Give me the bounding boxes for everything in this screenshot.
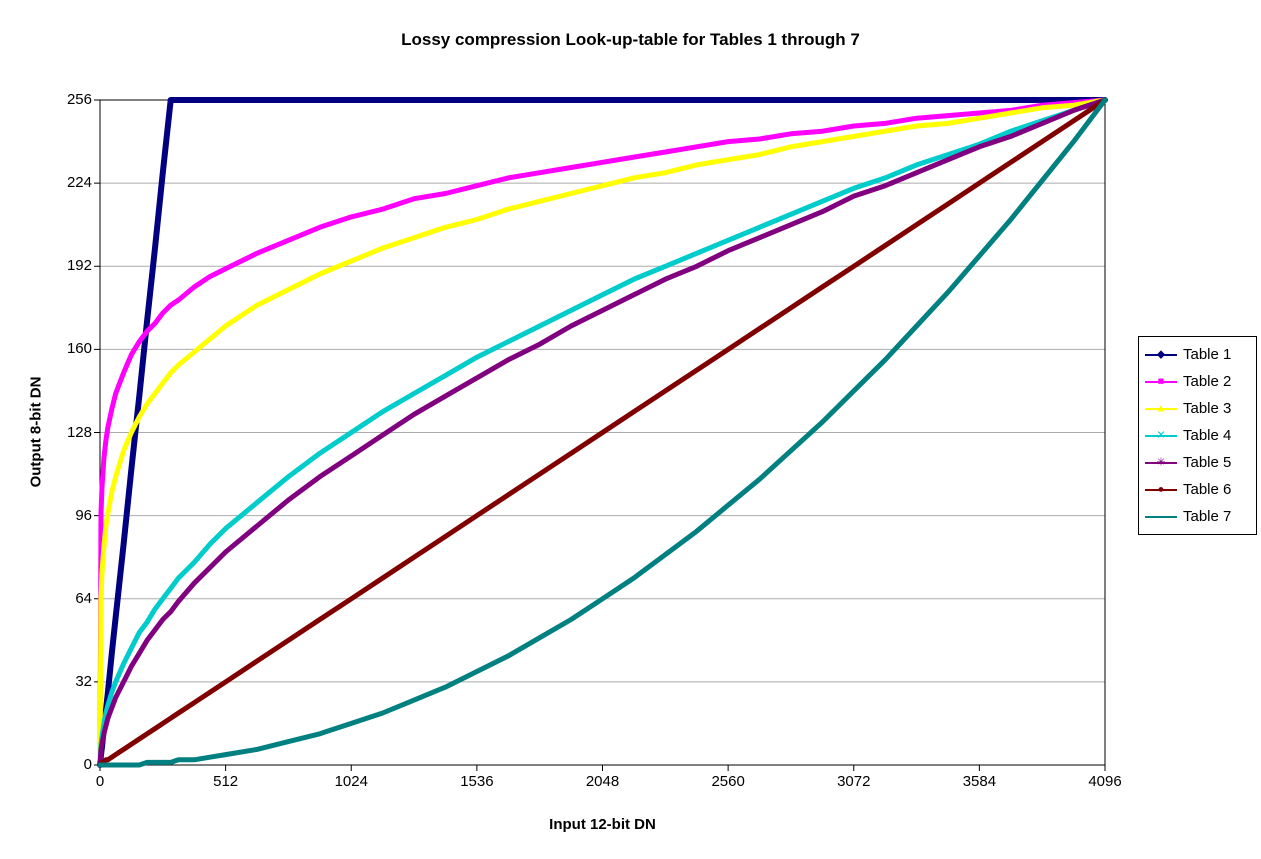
x-tick-label: 2048 <box>585 773 620 790</box>
legend: ◆ Table 1 ■ Table 2 ▲ Table 3 ✕ Table 4 ✳ Table 5… <box>1138 336 1257 535</box>
table-2-line-sample: ■ <box>1145 374 1177 390</box>
y-tick-label: 160 <box>66 340 92 358</box>
y-tick-label: 224 <box>66 174 92 192</box>
legend-item-table-3: ▲ Table 3 <box>1139 395 1256 422</box>
table-4-line-swatch <box>1145 434 1177 437</box>
x-axis-title: Input 12-bit DN <box>549 816 656 833</box>
table-3-line-swatch <box>1145 407 1177 410</box>
x-tick-label: 512 <box>213 773 239 790</box>
legend-label-table-4: Table 4 <box>1183 427 1232 444</box>
table-1-diamond-marker-icon: ◆ <box>1156 348 1166 360</box>
table-4-x-marker-icon: ✕ <box>1156 429 1166 441</box>
y-tick-label: 192 <box>66 257 92 275</box>
legend-item-table-1: ◆ Table 1 <box>1139 341 1256 368</box>
y-axis-title: Output 8-bit DN <box>27 376 45 488</box>
table-2-line-swatch <box>1145 380 1177 383</box>
legend-label-table-1: Table 1 <box>1183 346 1232 363</box>
table-1-line-swatch <box>1145 353 1177 356</box>
legend-item-table-5: ✳ Table 5 <box>1139 449 1256 476</box>
table-6-circle-marker-icon: ● <box>1157 483 1165 495</box>
y-tick-label: 96 <box>75 506 92 524</box>
table-6-line-sample: ● <box>1145 482 1177 498</box>
table-1-line-sample: ◆ <box>1145 347 1177 363</box>
series-line-table-3 <box>97 97 1108 768</box>
y-tick-label: 128 <box>66 423 92 441</box>
legend-label-table-2: Table 2 <box>1183 373 1232 390</box>
legend-item-table-6: ● Table 6 <box>1139 476 1256 503</box>
table-4-line-sample: ✕ <box>1145 428 1177 444</box>
table-3-line-sample: ▲ <box>1145 401 1177 417</box>
legend-label-table-5: Table 5 <box>1183 454 1232 471</box>
x-tick-label: 3072 <box>837 773 871 790</box>
x-tick-label: 3584 <box>962 773 997 790</box>
series-line-table-2 <box>97 97 1108 768</box>
x-tick-label: 1536 <box>460 773 494 790</box>
chart-title: Lossy compression Look-up-table for Tabl… <box>401 30 860 49</box>
x-tick-label: 4096 <box>1088 773 1122 790</box>
table-5-asterisk-marker-icon: ✳ <box>1156 456 1166 468</box>
legend-item-table-2: ■ Table 2 <box>1139 368 1256 395</box>
legend-item-table-7: – Table 7 <box>1139 503 1256 530</box>
series-line-table-5 <box>97 97 1108 768</box>
x-tick-label: 0 <box>95 773 105 790</box>
table-5-line-swatch <box>1145 461 1177 464</box>
y-tick-label: 64 <box>75 589 92 607</box>
table-2-square-marker-icon: ■ <box>1157 375 1165 387</box>
table-3-triangle-marker-icon: ▲ <box>1155 402 1167 414</box>
legend-label-table-7: Table 7 <box>1183 508 1232 525</box>
legend-label-table-3: Table 3 <box>1183 400 1232 417</box>
series-line-table-1 <box>97 97 1108 768</box>
table-6-line-swatch <box>1145 488 1177 491</box>
series-line-table-6 <box>97 97 1108 768</box>
x-tick-label: 2560 <box>711 773 745 790</box>
legend-item-table-4: ✕ Table 4 <box>1139 422 1256 449</box>
x-tick-label: 1024 <box>334 773 368 790</box>
table-5-line-sample: ✳ <box>1145 455 1177 471</box>
legend-label-table-6: Table 6 <box>1183 481 1232 498</box>
series-line-table-4 <box>97 97 1108 768</box>
y-tick-label: 0 <box>83 756 92 773</box>
table-7-dash-marker-icon: – <box>1157 510 1165 522</box>
table-7-line-swatch <box>1145 515 1177 518</box>
y-tick-label: 256 <box>66 91 92 108</box>
series-line-table-7 <box>97 97 1108 768</box>
table-7-line-sample: – <box>1145 509 1177 525</box>
y-tick-label: 32 <box>75 672 92 690</box>
